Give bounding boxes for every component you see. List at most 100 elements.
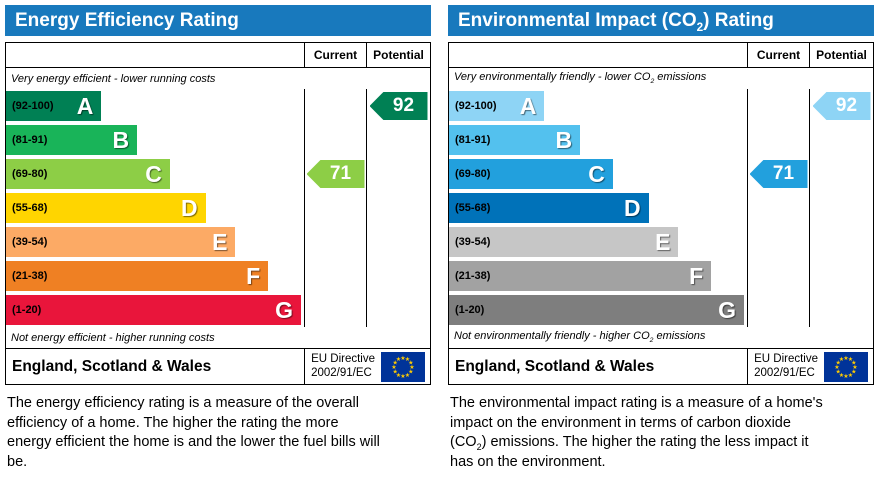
band-cell: (21-38) F (6, 259, 304, 293)
band-cell: (21-38) F (449, 259, 747, 293)
svg-text:★: ★ (408, 368, 413, 375)
svg-text:★: ★ (836, 359, 841, 366)
current-cell (304, 225, 366, 259)
svg-text:★: ★ (400, 373, 405, 380)
environmental-impact-panel: Environmental Impact (CO2) Rating Curren… (448, 5, 874, 473)
svg-text:★: ★ (393, 368, 398, 375)
band-row-b: (81-91) B (449, 123, 873, 157)
band-cell: (81-91) B (6, 123, 304, 157)
band-letter-label: B (555, 126, 573, 153)
svg-text:★: ★ (834, 364, 839, 371)
svg-text:★: ★ (843, 373, 848, 380)
eu-directive-line1: EU Directive (311, 352, 375, 365)
potential-cell (809, 225, 873, 259)
band-row-f: (21-38) F (449, 259, 873, 293)
eu-flag-icon: ★ ★★ ★★★ ★★★ ★★★ (381, 351, 425, 382)
band-letter-label: C (145, 160, 162, 187)
current-cell (747, 225, 809, 259)
band-bar-b: (81-91) B (449, 125, 581, 155)
band-rows: (92-100) A 92 (81-91) B (69-80) C 71 (55-68) D (39… (6, 89, 430, 327)
band-bar-e: (39-54) E (449, 227, 679, 257)
band-range-label: (92-100) (12, 100, 54, 112)
svg-text:★: ★ (408, 359, 413, 366)
band-row-g: (1-20) G (449, 293, 873, 327)
svg-text:★: ★ (848, 371, 853, 378)
potential-cell (809, 191, 873, 225)
band-letter-label: C (588, 160, 605, 187)
band-row-d: (55-68) D (449, 191, 873, 225)
bottom-note-row: Not energy efficient - higher running co… (6, 327, 430, 348)
band-range-label: (1-20) (455, 304, 485, 316)
band-row-e: (39-54) E (449, 225, 873, 259)
column-header-row: Current Potential (6, 43, 430, 68)
svg-text:★: ★ (848, 356, 853, 363)
band-cell: (81-91) B (449, 123, 747, 157)
svg-text:★: ★ (836, 368, 841, 375)
region-label: England, Scotland & Wales (455, 357, 655, 375)
panel-title-text: ) Rating (703, 10, 774, 31)
chart-footer: England, Scotland & Wales EU Directive 2… (449, 348, 873, 384)
band-range-label: (81-91) (12, 134, 48, 146)
svg-text:★: ★ (852, 364, 857, 371)
band-bar-c: (69-80) C (6, 159, 170, 189)
band-row-g: (1-20) G (6, 293, 430, 327)
panel-title-text: Environmental Impact (CO (458, 10, 697, 31)
note-text: emissions (653, 330, 706, 343)
top-note-row: Very environmentally friendly - lower CO… (449, 68, 873, 89)
band-row-b: (81-91) B (6, 123, 430, 157)
potential-cell (366, 123, 430, 157)
band-bar-f: (21-38) F (449, 261, 712, 291)
bottom-note-row: Not environmentally friendly - higher CO… (449, 327, 873, 348)
band-letter-label: A (519, 92, 537, 119)
potential-cell (366, 157, 430, 191)
band-letter-label: E (212, 228, 228, 255)
band-bar-c: (69-80) C (449, 159, 613, 189)
band-range-label: (92-100) (455, 100, 497, 112)
band-cell: (1-20) G (6, 293, 304, 327)
eu-directive-line2: 2002/91/EC (311, 366, 372, 379)
band-range-label: (39-54) (12, 236, 48, 248)
band-rows: (92-100) A 92 (81-91) B (69-80) C 71 (55-68) D (39… (449, 89, 873, 327)
band-bar-d: (55-68) D (449, 193, 649, 223)
potential-cell (809, 293, 873, 327)
band-cell: (55-68) D (6, 191, 304, 225)
bottom-note: Not environmentally friendly - higher CO… (449, 330, 747, 344)
note-sub: 2 (650, 78, 655, 86)
potential-column-header: Potential (809, 43, 873, 67)
potential-cell (809, 259, 873, 293)
band-range-label: (1-20) (12, 304, 42, 316)
band-row-c: (69-80) C 71 (449, 157, 873, 191)
potential-cell: 92 (809, 89, 873, 123)
description-sub: 2 (476, 442, 482, 453)
band-bar-b: (81-91) B (6, 125, 138, 155)
top-note: Very energy efficient - lower running co… (11, 72, 216, 85)
band-letter-label: G (275, 296, 294, 323)
svg-text:★: ★ (396, 356, 401, 363)
region-label: England, Scotland & Wales (12, 357, 212, 375)
column-header-spacer (449, 43, 747, 67)
chart-footer: England, Scotland & Wales EU Directive 2… (6, 348, 430, 384)
panel-title-sub: 2 (696, 20, 704, 34)
potential-cell (809, 157, 873, 191)
svg-text:★: ★ (843, 355, 848, 362)
bottom-note: Not energy efficient - higher running co… (11, 331, 215, 344)
environmental-impact-description: The environmental impact rating is a mea… (450, 394, 828, 473)
environmental-impact-chart: Current Potential Very environmentally f… (448, 42, 874, 385)
potential-rating-arrow: 92 (369, 92, 428, 120)
current-cell (747, 293, 809, 327)
band-bar-e: (39-54) E (6, 227, 236, 257)
current-cell (747, 259, 809, 293)
band-cell: (92-100) A (6, 89, 304, 123)
band-cell: (69-80) C (449, 157, 747, 191)
environmental-impact-title: Environmental Impact (CO2) Rating (448, 5, 874, 36)
note-text: emissions (654, 71, 707, 84)
current-column-header: Current (304, 43, 366, 67)
potential-cell (366, 225, 430, 259)
top-note-row: Very energy efficient - lower running co… (6, 68, 430, 89)
band-letter-label: A (76, 92, 94, 119)
band-cell: (55-68) D (449, 191, 747, 225)
current-cell (304, 259, 366, 293)
band-row-a: (92-100) A 92 (449, 89, 873, 123)
current-column-header: Current (747, 43, 809, 67)
description-text: ) emissions. The higher the rating the l… (450, 434, 809, 471)
